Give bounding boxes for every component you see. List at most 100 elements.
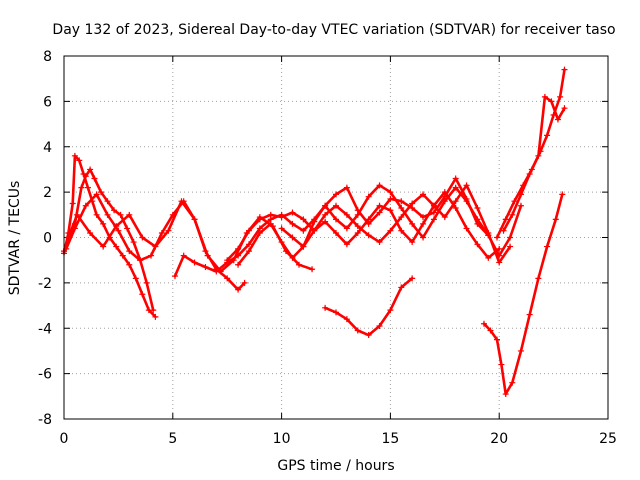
data-point (480, 320, 487, 327)
data-point (517, 202, 524, 209)
data-point (91, 175, 98, 182)
data-point (376, 239, 383, 246)
data-point (132, 275, 139, 282)
data-point (71, 152, 78, 159)
data-point (143, 279, 150, 286)
data-point (322, 211, 329, 218)
data-point (93, 211, 100, 218)
data-point (500, 227, 507, 234)
data-point (409, 239, 416, 246)
data-point (311, 218, 318, 225)
data-point (557, 93, 564, 100)
data-point (278, 225, 285, 232)
data-point (387, 207, 394, 214)
data-point (376, 202, 383, 209)
data-point (398, 198, 405, 205)
data-point (526, 311, 533, 318)
data-point (544, 132, 551, 139)
x-tick-labels: 0 5 10 15 20 25 (60, 431, 617, 447)
data-point (130, 239, 137, 246)
data-point (398, 284, 405, 291)
data-point (430, 216, 437, 223)
data-point (76, 157, 83, 164)
data-point (178, 198, 185, 205)
data-point (213, 268, 220, 275)
data-point (387, 307, 394, 314)
data-point (452, 198, 459, 205)
data-point (235, 286, 242, 293)
data-point (463, 182, 470, 189)
data-point (333, 216, 339, 223)
data-point (241, 279, 248, 286)
data-point (441, 214, 448, 221)
y-tick-label: 4 (43, 140, 52, 156)
data-point (245, 248, 252, 255)
series-line (173, 177, 490, 278)
data-point (487, 327, 494, 334)
data-point (84, 184, 91, 191)
data-point (343, 225, 350, 232)
plot-frame (63, 55, 609, 420)
data-point (409, 220, 416, 227)
data-point (191, 259, 198, 266)
data-point (544, 243, 551, 250)
data-point (494, 336, 501, 343)
series-track-3 (63, 191, 248, 293)
data-point (126, 248, 133, 255)
x-tick-label: 20 (490, 431, 508, 447)
data-point (158, 229, 165, 236)
data-point (343, 211, 350, 218)
data-point (387, 227, 394, 234)
data-point (289, 254, 296, 261)
data-point (119, 252, 126, 259)
series-line (62, 168, 155, 312)
data-point (376, 182, 383, 189)
data-point (376, 322, 383, 329)
data-point (278, 239, 285, 246)
data-point (517, 191, 524, 198)
y-tick-label: 6 (43, 94, 52, 110)
plot-area (61, 66, 568, 398)
data-point (526, 170, 533, 177)
data-point (171, 273, 178, 280)
data-point (365, 332, 372, 339)
data-point (300, 227, 307, 234)
y-tick-label: 0 (43, 231, 52, 247)
x-tick-label: 10 (273, 431, 291, 447)
data-point (82, 173, 89, 180)
data-point (137, 257, 144, 264)
data-point (409, 200, 416, 207)
data-point (430, 209, 437, 216)
data-point (78, 184, 85, 191)
series-line (482, 193, 564, 396)
y-tick-label: -2 (38, 276, 52, 292)
y-tick-label: -6 (38, 367, 52, 383)
grid (64, 56, 608, 419)
chart-title: Day 132 of 2023, Sidereal Day-to-day VTE… (52, 22, 615, 38)
series-line (62, 154, 157, 319)
data-point (517, 347, 524, 354)
data-point (256, 216, 263, 223)
data-point (511, 198, 518, 205)
data-point (343, 241, 350, 248)
data-point (139, 234, 146, 241)
y-tick-label: 2 (43, 185, 52, 201)
data-point (311, 227, 318, 234)
x-tick-label: 0 (60, 431, 69, 447)
series-line (502, 95, 566, 232)
data-point (69, 200, 76, 207)
data-point (494, 234, 501, 241)
data-point (202, 263, 209, 270)
data-point (398, 205, 405, 212)
data-point (552, 216, 559, 223)
data-point (150, 307, 157, 314)
data-point (152, 243, 159, 250)
data-point (309, 266, 316, 273)
data-point (224, 275, 231, 282)
data-point (474, 205, 481, 212)
data-point (82, 202, 89, 209)
data-point (224, 257, 231, 264)
data-point (463, 225, 470, 232)
series-track-7 (224, 189, 503, 264)
data-point (333, 309, 339, 316)
